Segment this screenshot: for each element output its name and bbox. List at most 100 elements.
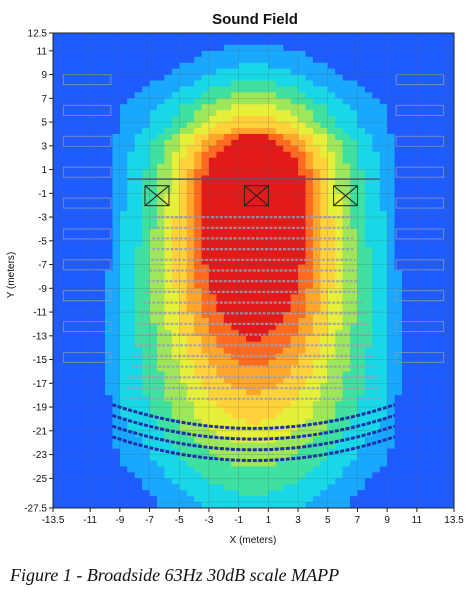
heatmap-cell [350, 389, 359, 396]
heatmap-cell [90, 217, 99, 224]
heatmap-cell [424, 430, 433, 438]
heatmap-cell [327, 199, 336, 206]
heatmap-cell [431, 353, 440, 361]
heatmap-cell [53, 228, 62, 236]
heatmap-cell [446, 442, 454, 450]
heatmap-cell [119, 306, 128, 313]
heatmap-cell [75, 116, 84, 123]
heatmap-cell [90, 258, 99, 266]
heatmap-cell [231, 56, 240, 64]
heatmap-cell [402, 38, 411, 46]
heatmap-cell [253, 389, 262, 396]
heatmap-cell [75, 223, 84, 230]
heatmap-cell [372, 371, 381, 378]
heatmap-cell [342, 294, 351, 301]
heatmap-cell [97, 347, 106, 355]
heatmap-cell [394, 92, 403, 99]
heatmap-cell [231, 460, 240, 468]
heatmap-cell [82, 187, 91, 194]
heatmap-cell [320, 217, 329, 224]
heatmap-cell [431, 122, 440, 129]
heatmap-cell [104, 228, 114, 236]
heatmap-cell [231, 294, 240, 301]
heatmap-cell [179, 282, 188, 289]
heatmap-cell [223, 407, 232, 414]
heatmap-cell [142, 490, 151, 497]
heatmap-cell [179, 56, 188, 64]
heatmap-cell [283, 276, 292, 283]
heatmap-cell [260, 306, 269, 313]
heatmap-cell [208, 401, 217, 408]
heatmap-cell [416, 68, 425, 76]
heatmap-cell [439, 365, 448, 373]
heatmap-cell [186, 502, 195, 508]
heatmap-cell [142, 133, 151, 141]
heatmap-cell [164, 484, 173, 491]
heatmap-cell [446, 252, 454, 260]
heatmap-cell [439, 68, 448, 76]
heatmap-cell [75, 86, 84, 93]
heatmap-cell [350, 139, 359, 147]
heatmap-cell [75, 347, 84, 355]
heatmap-cell [364, 502, 373, 508]
heatmap-cell [67, 413, 76, 420]
heatmap-cell [216, 282, 225, 289]
heatmap-cell [312, 466, 321, 473]
heatmap-cell [253, 276, 262, 283]
heatmap-cell [387, 175, 396, 183]
heatmap-cell [350, 181, 359, 188]
heatmap-cell [394, 264, 403, 272]
heatmap-cell [260, 377, 269, 384]
heatmap-cell [320, 68, 329, 76]
heatmap-cell [97, 300, 106, 307]
heatmap-cell [275, 50, 284, 58]
heatmap-cell [82, 234, 91, 242]
heatmap-cell [253, 264, 262, 272]
heatmap-cell [246, 38, 255, 46]
heatmap-cell [394, 418, 403, 426]
heatmap-cell [75, 312, 84, 319]
heatmap-cell [231, 353, 240, 361]
heatmap-cell [350, 50, 359, 58]
heatmap-cell [104, 151, 114, 159]
heatmap-cell [53, 430, 62, 438]
heatmap-cell [253, 430, 262, 438]
heatmap-cell [350, 401, 359, 408]
heatmap-cell [201, 270, 210, 278]
heatmap-cell [201, 401, 210, 408]
heatmap-cell [409, 478, 418, 485]
heatmap-cell [149, 128, 158, 135]
heatmap-cell [283, 240, 292, 248]
heatmap-cell [171, 110, 180, 117]
heatmap-cell [238, 217, 247, 224]
heatmap-cell [112, 478, 121, 485]
heatmap-cell [298, 98, 307, 105]
heatmap-cell [394, 211, 403, 218]
heatmap-cell [201, 205, 210, 212]
heatmap-cell [431, 407, 440, 414]
heatmap-cell [275, 98, 284, 105]
heatmap-cell [142, 110, 151, 117]
heatmap-cell [246, 472, 255, 479]
heatmap-cell [439, 92, 448, 99]
heatmap-cell [342, 44, 351, 52]
heatmap-cell [231, 424, 240, 432]
heatmap-cell [253, 424, 262, 432]
heatmap-cell [142, 347, 151, 355]
heatmap-cell [119, 181, 128, 188]
heatmap-cell [97, 436, 106, 444]
heatmap-cell [223, 454, 232, 462]
heatmap-cell [260, 104, 269, 111]
heatmap-cell [260, 62, 269, 70]
heatmap-cell [75, 92, 84, 99]
heatmap-cell [82, 347, 91, 355]
heatmap-cell [246, 365, 255, 373]
heatmap-cell [379, 407, 388, 414]
heatmap-cell [238, 169, 247, 177]
heatmap-cell [275, 365, 284, 373]
heatmap-cell [127, 442, 136, 450]
heatmap-cell [379, 418, 388, 426]
heatmap-cell [208, 110, 217, 117]
heatmap-cell [208, 193, 217, 200]
heatmap-cell [238, 92, 247, 99]
